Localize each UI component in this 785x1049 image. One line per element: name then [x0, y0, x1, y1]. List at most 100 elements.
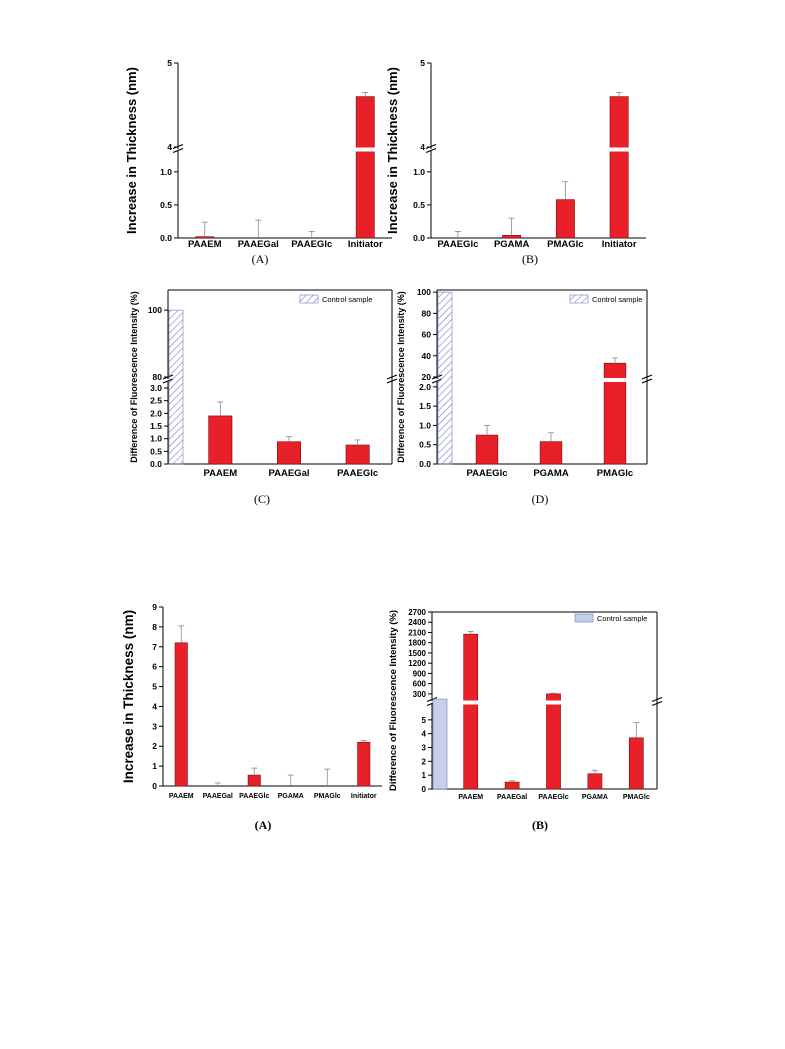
data-bar: [628, 737, 644, 790]
y-tick-label: 5: [152, 682, 157, 692]
y-tick-label: 80: [422, 308, 432, 318]
data-bar: [504, 781, 520, 790]
y-tick-label: 80: [153, 372, 163, 382]
y-tick-label: 1.0: [419, 420, 431, 430]
data-bar: [546, 693, 561, 790]
category-label: PGAMA: [533, 468, 569, 479]
data-bar: [195, 236, 215, 239]
y-tick-label: 5: [422, 716, 427, 725]
y-tick-label: 60: [422, 330, 432, 340]
y-tick-label: 0.0: [413, 233, 425, 243]
data-bar: [174, 642, 188, 787]
data-bar: [475, 434, 499, 465]
y-tick-label: 4: [420, 142, 425, 152]
y-tick-label: 2400: [408, 618, 426, 627]
y-tick-label: 1: [152, 761, 157, 771]
category-label: PAAEGlc: [538, 794, 568, 801]
category-label: PGAMA: [494, 239, 530, 250]
data-bar: [539, 441, 563, 465]
y-tick-label: 3: [422, 744, 427, 753]
y-axis-label: Difference of Fluorescence Intensity (%): [396, 291, 406, 463]
y-tick-label: 2.0: [150, 408, 162, 418]
y-tick-label: 3: [152, 721, 157, 731]
y-axis-label: Difference of Fluorescence Intensity (%): [388, 610, 399, 791]
y-tick-label: 5: [167, 58, 172, 68]
data-bar: [609, 96, 629, 239]
legend-label: Control sample: [592, 295, 642, 304]
panel-label: (B): [532, 818, 548, 832]
bar-break-gap: [608, 147, 630, 152]
category-label: PAAEM: [204, 468, 238, 479]
category-label: PAAEGal: [497, 794, 527, 801]
y-tick-label: 0.5: [150, 446, 162, 456]
data-bar: [463, 633, 479, 790]
chart-panel-3: 0.0 0.5 1.0 1.5 2.0 2.5 3.080 100 Difference of …: [129, 289, 398, 506]
y-tick-label: 1: [422, 771, 427, 780]
y-tick-label: 3.0: [150, 383, 162, 393]
data-bar: [345, 444, 370, 465]
panel-label: (B): [522, 252, 538, 266]
y-tick-label: 1500: [408, 649, 426, 658]
category-label: PMAGlc: [597, 468, 633, 479]
y-tick-label: 1.5: [419, 401, 431, 411]
y-axis-label: Increase in Thickness (nm): [385, 67, 400, 234]
legend-swatch: [574, 613, 594, 623]
legend-label: Control sample: [322, 295, 372, 304]
legend-label: Control sample: [597, 614, 647, 623]
control-sample-bar: [437, 291, 453, 465]
y-tick-label: 0.5: [160, 200, 172, 210]
category-label: PAAEGal: [238, 239, 279, 250]
bar-break-gap: [603, 378, 627, 382]
data-bar: [357, 741, 371, 787]
category-label: PAAEGal: [268, 468, 309, 479]
control-sample-bar: [432, 698, 448, 790]
y-tick-label: 6: [152, 662, 157, 672]
data-bar: [208, 415, 233, 465]
y-tick-label: 1.0: [150, 434, 162, 444]
y-tick-label: 0.0: [160, 233, 172, 243]
y-tick-label: 2: [422, 757, 427, 766]
chart-panel-2: 0.0 0.5 1.0 4 5 Increase in Thickness (nm) PAA…: [385, 58, 646, 266]
y-tick-label: 0.5: [419, 440, 431, 450]
panel-label: (A): [255, 818, 272, 832]
y-tick-label: 600: [413, 680, 427, 689]
category-label: Initiator: [351, 793, 377, 800]
data-bar: [587, 773, 603, 790]
category-label: PAAEGlc: [239, 793, 269, 800]
data-bar: [355, 96, 375, 239]
y-tick-label: 9: [152, 602, 157, 612]
y-tick-label: 1800: [408, 639, 426, 648]
y-axis-label: Increase in Thickness (nm): [121, 610, 136, 783]
y-tick-label: 1.0: [160, 167, 172, 177]
y-tick-label: 300: [413, 690, 427, 699]
y-tick-label: 1.0: [413, 167, 425, 177]
y-tick-label: 0.0: [150, 459, 162, 469]
category-label: PAAEGlc: [466, 468, 507, 479]
y-tick-label: 4: [167, 142, 172, 152]
panel-label: (A): [252, 252, 269, 266]
legend-swatch: [299, 294, 319, 304]
y-tick-label: 2: [152, 741, 157, 751]
category-label: PMAGlc: [314, 793, 341, 800]
legend-swatch: [569, 294, 589, 304]
category-label: PAAEGlc: [437, 239, 478, 250]
y-tick-label: 20: [422, 372, 432, 382]
y-tick-label: 0.5: [413, 200, 425, 210]
category-label: PGAMA: [278, 793, 304, 800]
category-label: PAAEM: [169, 793, 194, 800]
y-tick-label: 4: [152, 701, 157, 711]
data-bar: [502, 235, 522, 239]
y-tick-label: 2.0: [419, 382, 431, 392]
y-tick-label: 1200: [408, 659, 426, 668]
category-label: PGAMA: [582, 794, 608, 801]
data-bar: [277, 441, 301, 465]
y-tick-label: 0: [422, 785, 427, 794]
panel-label: (D): [532, 492, 549, 506]
category-label: PAAEGlc: [337, 468, 378, 479]
category-label: PAAEM: [458, 794, 483, 801]
y-tick-label: 0.0: [419, 459, 431, 469]
data-bar: [247, 774, 261, 787]
